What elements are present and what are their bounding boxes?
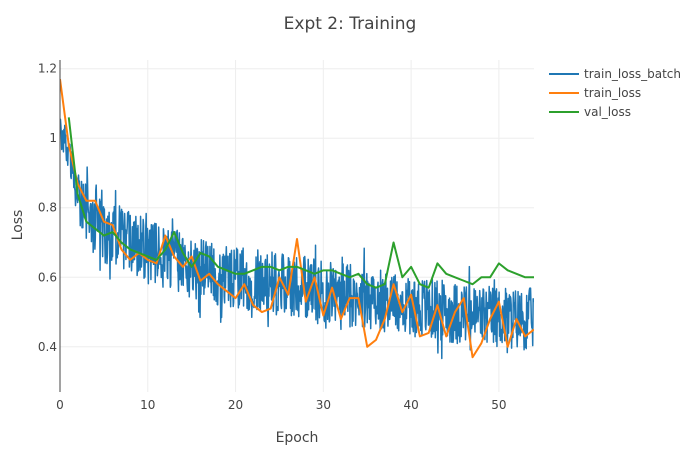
x-tick-label: 10	[140, 398, 155, 412]
x-tick-label: 0	[56, 398, 64, 412]
y-tick-label: 0.4	[38, 340, 57, 354]
y-tick-label: 1.2	[38, 62, 57, 76]
x-axis-label: Epoch	[276, 430, 319, 446]
legend-label-train_loss_batch: train_loss_batch	[584, 67, 681, 81]
legend-label-train_loss: train_loss	[584, 86, 641, 100]
y-axis-label: Loss	[10, 210, 26, 241]
series-line-train_loss_batch	[60, 118, 534, 360]
y-tick-label: 1	[49, 131, 57, 145]
axes: 0 10 20 30 40 50 0.4 0.6 0.8 1 1.2	[38, 60, 507, 412]
legend: train_loss_batch train_loss val_loss	[549, 67, 681, 119]
plot-area	[60, 78, 534, 360]
y-tick-label: 0.8	[38, 201, 57, 215]
x-tick-label: 40	[403, 398, 418, 412]
x-tick-label: 20	[228, 398, 243, 412]
x-tick-label: 30	[316, 398, 331, 412]
legend-label-val_loss: val_loss	[584, 105, 631, 119]
y-tick-label: 0.6	[38, 270, 57, 284]
chart-title: Expt 2: Training	[284, 14, 417, 34]
x-tick-label: 50	[491, 398, 506, 412]
series-line-val_loss	[67, 117, 534, 289]
